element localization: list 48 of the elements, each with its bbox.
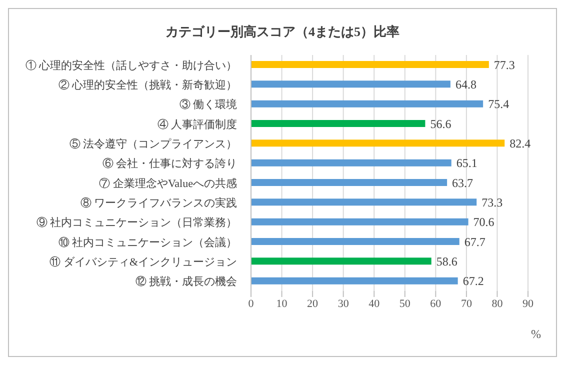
x-tick-label: 30 [338, 298, 350, 310]
bar [251, 159, 452, 166]
y-tick-label: ① 心理的安全性（話しやすさ・助け合い） [25, 58, 237, 72]
x-tick-label: 20 [307, 298, 319, 310]
data-label: 64.8 [455, 77, 476, 92]
data-label: 82.4 [510, 136, 531, 150]
bar [251, 198, 477, 206]
bar [251, 258, 432, 265]
y-tick-label: ④ 人事評価制度 [157, 118, 237, 131]
y-tick-label: ⑤ 法令遵守（コンプライアンス） [69, 138, 237, 150]
data-label: 77.3 [494, 58, 515, 72]
x-tick-label: 60 [430, 298, 442, 310]
x-tick-label: 90 [522, 298, 534, 310]
data-label: 67.2 [462, 274, 484, 288]
data-label: 67.7 [464, 234, 486, 249]
y-tick-label: ⑫ 挑戦・成長の機会 [135, 275, 237, 288]
data-label: 56.6 [430, 116, 452, 131]
x-tick-label: 70 [460, 298, 472, 310]
y-tick-label: ② 心理的安全性（挑戦・新奇歓迎） [58, 78, 237, 92]
y-tick-label: ⑧ ワークライフバランスの実践 [80, 196, 237, 210]
data-label: 73.3 [482, 195, 503, 210]
bar [251, 120, 426, 127]
bar [251, 140, 505, 147]
bar [251, 238, 460, 245]
bar [251, 277, 458, 284]
y-tick-label: ⑩ 社内コミュニケーション（会議） [58, 236, 237, 249]
x-tick-label: 40 [368, 298, 380, 310]
data-label: 75.4 [488, 97, 510, 112]
y-tick-label: ⑨ 社内コミュニケーション（日常業務） [36, 216, 237, 230]
x-axis-title: % [531, 327, 541, 342]
x-tick-label: 50 [399, 298, 411, 310]
data-label: 63.7 [452, 176, 474, 190]
data-label: 65.1 [456, 156, 478, 170]
bar [251, 100, 484, 108]
x-tick-label: 10 [276, 298, 288, 310]
data-label: 70.6 [473, 215, 494, 230]
bar [251, 61, 489, 68]
x-tick-label: 0 [248, 298, 254, 310]
bar [251, 179, 448, 186]
bar [251, 80, 450, 88]
y-tick-label: ③ 働く環境 [179, 98, 237, 112]
bar [251, 218, 468, 226]
chart-title: カテゴリー別高スコア（4または5）比率 [164, 23, 400, 41]
x-tick-label: 80 [492, 298, 504, 310]
y-tick-label: ⑥ 会社・仕事に対する誇り [102, 157, 237, 170]
y-tick-label: ⑦ 企業理念やValueへの共感 [99, 176, 237, 190]
y-tick-label: ⑪ ダイバシティ&インクリュージョン [50, 256, 237, 268]
data-label: 58.6 [436, 254, 458, 268]
